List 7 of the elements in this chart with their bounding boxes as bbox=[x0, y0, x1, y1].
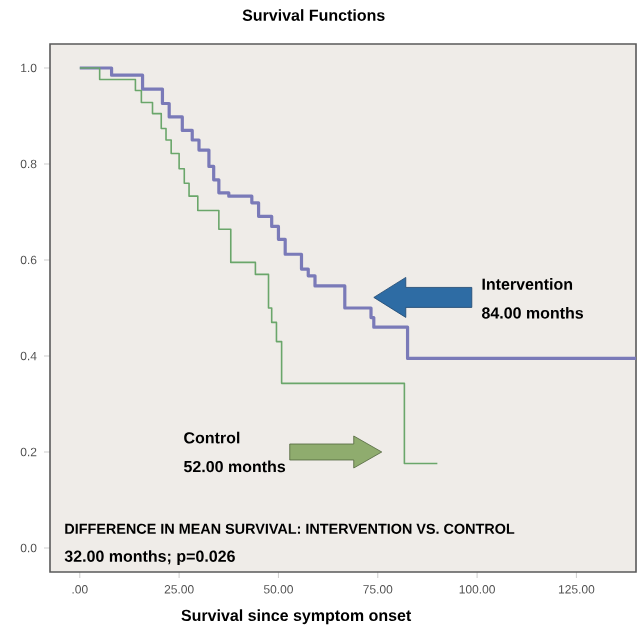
x-axis-title: Survival since symptom onset bbox=[181, 609, 412, 625]
chart-title: Survival Functions bbox=[242, 9, 385, 21]
annotation: Control bbox=[184, 431, 240, 444]
annotation: Intervention bbox=[482, 278, 573, 290]
annotation: 32.00 months; p=0.026 bbox=[64, 550, 235, 566]
annotation: 84.00 months bbox=[481, 306, 584, 319]
annotation: 52.00 months bbox=[184, 460, 286, 473]
